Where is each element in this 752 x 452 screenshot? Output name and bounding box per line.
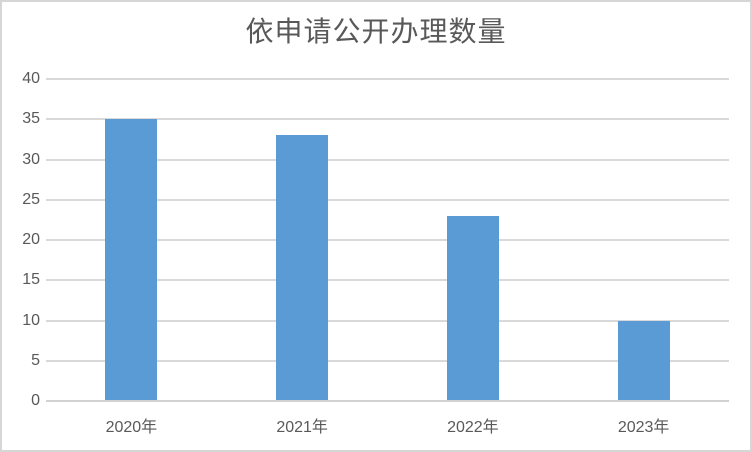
x-tick-label-2021年: 2021年 [276, 419, 328, 436]
y-tick-label-40: 40 [22, 70, 40, 87]
y-tick-label-5: 5 [31, 351, 40, 369]
y-tick-label-35: 35 [22, 110, 40, 128]
chart-title: 依申请公开办理数量 [245, 15, 507, 48]
plot-area [46, 78, 729, 402]
y-tick-label-10: 10 [22, 311, 40, 329]
x-axis-line [46, 400, 729, 402]
y-tick-label-20: 20 [22, 231, 40, 248]
gridline-y-35 [46, 118, 729, 121]
gridline-y-10 [46, 319, 729, 322]
x-axis: 2020年 2021年 2022年 2023年 [46, 410, 729, 438]
bar-2021年 [276, 135, 329, 401]
bar-2020年 [105, 119, 158, 401]
x-tick-label-2023年: 2023年 [617, 419, 670, 436]
y-axis: 0 5 10 15 20 25 30 35 40 [0, 70, 40, 409]
y-tick-label-15: 15 [22, 271, 40, 289]
gridline-y-15 [46, 279, 729, 282]
gridline-y-25 [46, 198, 729, 201]
gridline-y-20 [46, 239, 729, 241]
y-tick-label-30: 30 [22, 150, 40, 168]
gridline-y-30 [46, 158, 729, 161]
gridline-y-40 [46, 78, 729, 80]
bar-2023年 [617, 320, 670, 401]
y-tick-label-25: 25 [22, 190, 40, 208]
bar-2022年 [446, 215, 499, 401]
x-tick-label-2020年: 2020年 [105, 419, 158, 436]
gridline-y-5 [46, 359, 729, 362]
y-tick-label-0: 0 [31, 392, 40, 409]
x-tick-label-2022年: 2022年 [447, 419, 499, 436]
